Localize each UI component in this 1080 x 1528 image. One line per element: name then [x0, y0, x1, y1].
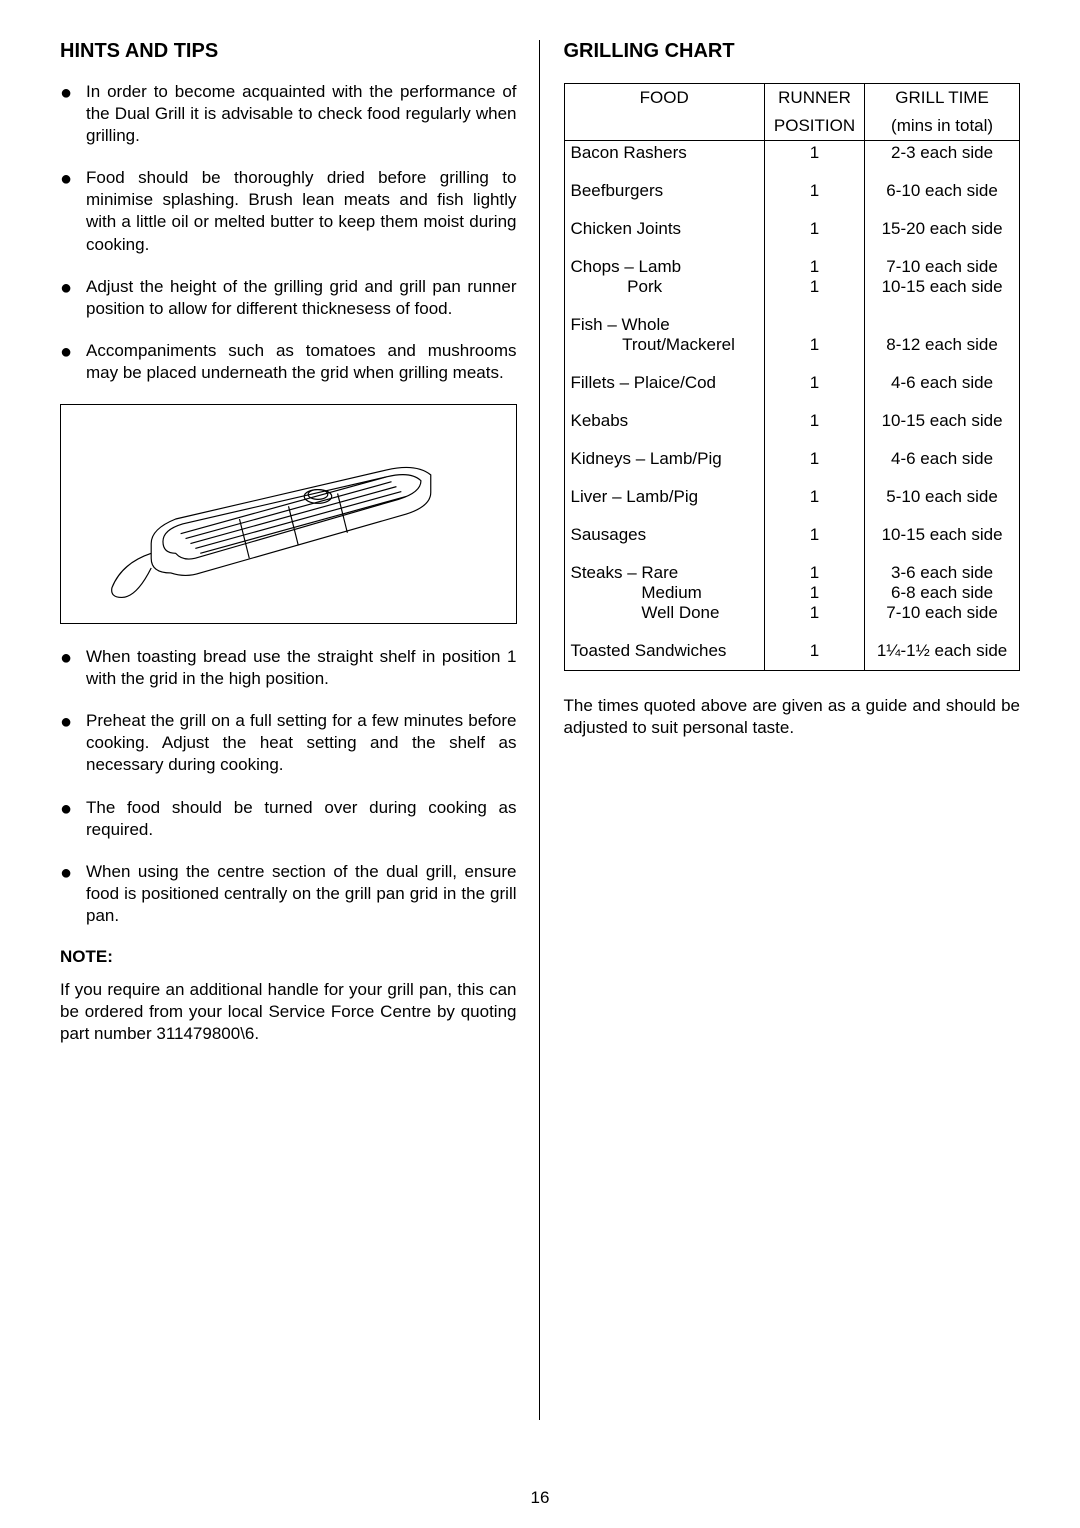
- cell-time: 6-10 each side: [865, 172, 1020, 210]
- bullets-bottom: ●When toasting bread use the straight sh…: [60, 646, 517, 927]
- note-body: If you require an additional handle for …: [60, 979, 517, 1045]
- cell-pos: 1: [764, 210, 864, 248]
- table-row: Kebabs110-15 each side: [564, 402, 1020, 440]
- bullet-icon: ●: [60, 340, 86, 384]
- grill-pan-illustration: [60, 404, 517, 624]
- table-row: Toasted Sandwiches11¼-1½ each side: [564, 632, 1020, 671]
- cell-food: Kebabs: [564, 402, 764, 440]
- bullet-text: The food should be turned over during co…: [86, 797, 517, 841]
- right-column: GRILLING CHART FOOD RUNNER GRILL TIME PO…: [564, 40, 1021, 1420]
- bullet-icon: ●: [60, 276, 86, 320]
- bullet-text: Adjust the height of the grilling grid a…: [86, 276, 517, 320]
- cell-time: 7-10 each side 10-15 each side: [865, 248, 1020, 306]
- cell-pos: 1: [764, 632, 864, 671]
- cell-time: 8-12 each side: [865, 306, 1020, 364]
- bullet-text: Preheat the grill on a full setting for …: [86, 710, 517, 776]
- bullets-top: ●In order to become acquainted with the …: [60, 81, 517, 384]
- cell-time: 10-15 each side: [865, 516, 1020, 554]
- cell-pos: 1: [764, 478, 864, 516]
- table-row: Fish – Whole Trout/Mackerel 1 8-12 each …: [564, 306, 1020, 364]
- cell-time: 15-20 each side: [865, 210, 1020, 248]
- bullet-icon: ●: [60, 710, 86, 776]
- th-food-sub: [564, 112, 764, 141]
- cell-time: 2-3 each side: [865, 141, 1020, 173]
- chart-footnote: The times quoted above are given as a gu…: [564, 695, 1021, 739]
- cell-time: 4-6 each side: [865, 364, 1020, 402]
- cell-pos: 1: [764, 402, 864, 440]
- th-runner-sub: POSITION: [764, 112, 864, 141]
- cell-pos: 1: [764, 440, 864, 478]
- cell-pos: 1 1 1: [764, 554, 864, 632]
- th-runner: RUNNER: [764, 84, 864, 113]
- table-row: Liver – Lamb/Pig15-10 each side: [564, 478, 1020, 516]
- chart-heading: GRILLING CHART: [564, 40, 1021, 63]
- cell-food: Chicken Joints: [564, 210, 764, 248]
- cell-food: Chops – Lamb Pork: [564, 248, 764, 306]
- grilling-chart-table: FOOD RUNNER GRILL TIME POSITION (mins in…: [564, 83, 1021, 671]
- bullet-text: When using the centre section of the dua…: [86, 861, 517, 927]
- cell-food: Fish – Whole Trout/Mackerel: [564, 306, 764, 364]
- cell-food: Bacon Rashers: [564, 141, 764, 173]
- bullet-icon: ●: [60, 81, 86, 147]
- th-time-sub: (mins in total): [865, 112, 1020, 141]
- table-row: Steaks – Rare Medium Well Done1 1 13-6 e…: [564, 554, 1020, 632]
- cell-pos: 1: [764, 306, 864, 364]
- table-row: Chops – Lamb Pork1 17-10 each side 10-15…: [564, 248, 1020, 306]
- bullet-icon: ●: [60, 797, 86, 841]
- bullet-icon: ●: [60, 646, 86, 690]
- th-food: FOOD: [564, 84, 764, 113]
- table-row: Fillets – Plaice/Cod14-6 each side: [564, 364, 1020, 402]
- cell-pos: 1: [764, 364, 864, 402]
- cell-food: Fillets – Plaice/Cod: [564, 364, 764, 402]
- cell-time: 4-6 each side: [865, 440, 1020, 478]
- cell-pos: 1 1: [764, 248, 864, 306]
- cell-food: Sausages: [564, 516, 764, 554]
- table-row: Kidneys – Lamb/Pig14-6 each side: [564, 440, 1020, 478]
- bullet-text: Food should be thoroughly dried before g…: [86, 167, 517, 255]
- left-column: HINTS AND TIPS ●In order to become acqua…: [60, 40, 540, 1420]
- table-row: Bacon Rashers12-3 each side: [564, 141, 1020, 173]
- cell-food: Toasted Sandwiches: [564, 632, 764, 671]
- table-row: Chicken Joints115-20 each side: [564, 210, 1020, 248]
- bullet-icon: ●: [60, 167, 86, 255]
- cell-pos: 1: [764, 141, 864, 173]
- bullet-text: In order to become acquainted with the p…: [86, 81, 517, 147]
- cell-food: Steaks – Rare Medium Well Done: [564, 554, 764, 632]
- cell-food: Liver – Lamb/Pig: [564, 478, 764, 516]
- hints-heading: HINTS AND TIPS: [60, 40, 517, 63]
- cell-pos: 1: [764, 172, 864, 210]
- cell-time: 3-6 each side 6-8 each side 7-10 each si…: [865, 554, 1020, 632]
- cell-food: Kidneys – Lamb/Pig: [564, 440, 764, 478]
- table-row: Beefburgers16-10 each side: [564, 172, 1020, 210]
- cell-food: Beefburgers: [564, 172, 764, 210]
- bullet-text: Accompaniments such as tomatoes and mush…: [86, 340, 517, 384]
- cell-time: 1¼-1½ each side: [865, 632, 1020, 671]
- cell-pos: 1: [764, 516, 864, 554]
- page-number: 16: [0, 1488, 1080, 1508]
- table-row: Sausages110-15 each side: [564, 516, 1020, 554]
- cell-time: 5-10 each side: [865, 478, 1020, 516]
- bullet-text: When toasting bread use the straight she…: [86, 646, 517, 690]
- note-heading: NOTE:: [60, 947, 517, 967]
- bullet-icon: ●: [60, 861, 86, 927]
- th-time: GRILL TIME: [865, 84, 1020, 113]
- cell-time: 10-15 each side: [865, 402, 1020, 440]
